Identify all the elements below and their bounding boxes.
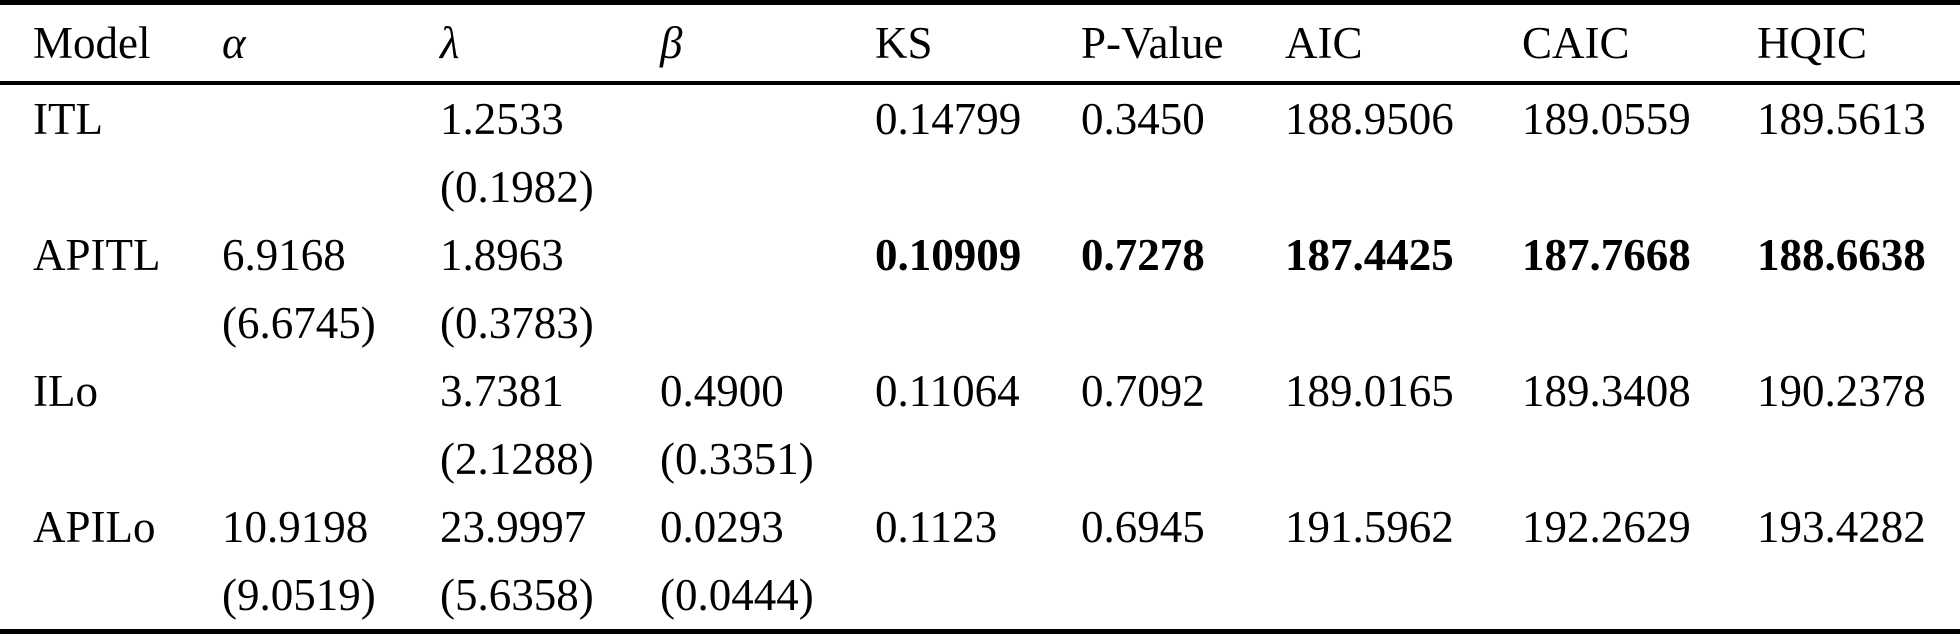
cell-ks: 0.1123 xyxy=(875,502,998,552)
cell-lambda-se: (2.1288) xyxy=(440,434,594,484)
cell-alpha-se: (6.6745) xyxy=(222,298,376,348)
cell-ks: 0.14799 xyxy=(875,94,1022,144)
cell-model: APILo xyxy=(33,502,156,552)
cell-aic: 188.9506 xyxy=(1285,94,1454,144)
table-row-estimates: APILo 10.9198 23.9997 0.0293 0.1123 0.69… xyxy=(0,493,1960,561)
cell-beta-se: (0.3351) xyxy=(660,434,814,484)
cell-beta xyxy=(660,221,875,289)
cell-lambda: 3.7381 xyxy=(440,366,564,416)
cell-beta-se xyxy=(660,153,875,221)
cell-lambda: 1.2533 xyxy=(440,94,564,144)
table-row-std-errors: (2.1288) (0.3351) xyxy=(0,425,1960,493)
cell-hqic: 188.6638 xyxy=(1757,230,1926,280)
cell-hqic: 193.4282 xyxy=(1757,502,1926,552)
cell-pvalue: 0.7278 xyxy=(1081,230,1205,280)
cell-model: APITL xyxy=(33,230,161,280)
cell-hqic: 189.5613 xyxy=(1757,94,1926,144)
cell-pvalue: 0.7092 xyxy=(1081,366,1205,416)
cell-beta-se: (0.0444) xyxy=(660,570,814,620)
col-header-beta: β xyxy=(660,2,875,85)
table-row-estimates: ITL 1.2533 0.14799 0.3450 188.9506 189.0… xyxy=(0,83,1960,153)
cell-alpha xyxy=(222,83,440,153)
cell-pvalue: 0.3450 xyxy=(1081,94,1205,144)
cell-beta: 0.0293 xyxy=(660,502,784,552)
cell-caic: 187.7668 xyxy=(1522,230,1691,280)
cell-model-blank xyxy=(0,153,222,221)
cell-model-blank xyxy=(0,289,222,357)
cell-alpha-se: (9.0519) xyxy=(222,570,376,620)
cell-lambda-se: (0.1982) xyxy=(440,162,594,212)
cell-hqic: 190.2378 xyxy=(1757,366,1926,416)
cell-alpha: 10.9198 xyxy=(222,502,369,552)
cell-ks: 0.10909 xyxy=(875,230,1022,280)
cell-alpha-se xyxy=(222,153,440,221)
table-row-std-errors: (9.0519) (5.6358) (0.0444) xyxy=(0,561,1960,632)
col-header-ks: KS xyxy=(875,2,1081,85)
cell-lambda-se: (0.3783) xyxy=(440,298,594,348)
cell-alpha-se xyxy=(222,425,440,493)
col-header-aic: AIC xyxy=(1285,2,1522,85)
col-header-alpha: α xyxy=(222,2,440,85)
header-row: Model α λ β KS P-Value AIC CAIC HQIC xyxy=(0,2,1960,85)
cell-beta: 0.4900 xyxy=(660,366,784,416)
cell-caic: 192.2629 xyxy=(1522,502,1691,552)
cell-aic: 187.4425 xyxy=(1285,230,1454,280)
table-row-estimates: APITL 6.9168 1.8963 0.10909 0.7278 187.4… xyxy=(0,221,1960,289)
cell-pvalue: 0.6945 xyxy=(1081,502,1205,552)
cell-lambda-se: (5.6358) xyxy=(440,570,594,620)
table-row-std-errors: (6.6745) (0.3783) xyxy=(0,289,1960,357)
cell-model-blank xyxy=(0,425,222,493)
col-header-hqic: HQIC xyxy=(1757,2,1960,85)
cell-lambda: 1.8963 xyxy=(440,230,564,280)
cell-model-blank xyxy=(0,561,222,632)
cell-aic: 189.0165 xyxy=(1285,366,1454,416)
cell-caic: 189.0559 xyxy=(1522,94,1691,144)
cell-ks: 0.11064 xyxy=(875,366,1020,416)
cell-beta xyxy=(660,83,875,153)
cell-alpha: 6.9168 xyxy=(222,230,346,280)
col-header-lambda: λ xyxy=(440,2,660,85)
cell-aic: 191.5962 xyxy=(1285,502,1454,552)
table-row-std-errors: (0.1982) xyxy=(0,153,1960,221)
table-row-estimates: ILo 3.7381 0.4900 0.11064 0.7092 189.016… xyxy=(0,357,1960,425)
cell-model: ITL xyxy=(33,94,103,144)
cell-alpha xyxy=(222,357,440,425)
cell-caic: 189.3408 xyxy=(1522,366,1691,416)
col-header-pvalue: P-Value xyxy=(1081,2,1285,85)
cell-lambda: 23.9997 xyxy=(440,502,587,552)
cell-model: ILo xyxy=(33,366,98,416)
col-header-model: Model xyxy=(0,2,222,85)
col-header-caic: CAIC xyxy=(1522,2,1757,85)
cell-beta-se xyxy=(660,289,875,357)
